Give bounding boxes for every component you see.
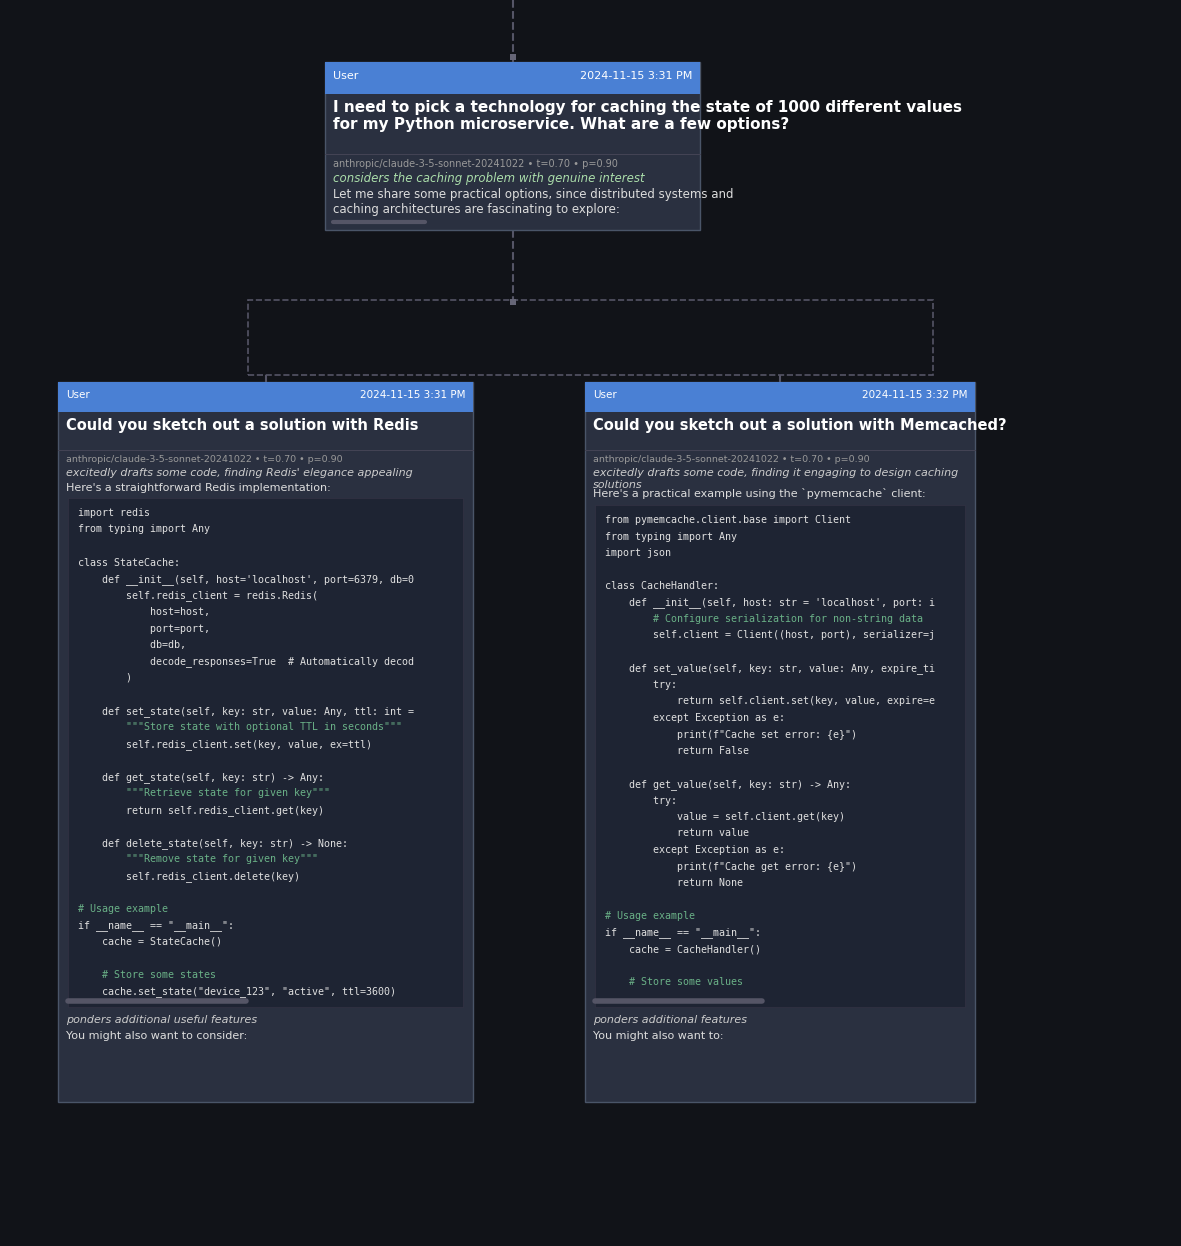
Text: from pymemcache.client.base import Client: from pymemcache.client.base import Clien… xyxy=(605,515,852,525)
Text: except Exception as e:: except Exception as e: xyxy=(605,845,785,855)
Text: self.redis_client.set(key, value, ex=ttl): self.redis_client.set(key, value, ex=ttl… xyxy=(78,739,372,750)
Bar xyxy=(58,383,474,1101)
Text: # Configure serialization for non-string data: # Configure serialization for non-string… xyxy=(605,614,924,624)
Text: User: User xyxy=(593,390,616,400)
Text: 2024-11-15 3:31 PM: 2024-11-15 3:31 PM xyxy=(580,71,692,81)
Text: # Store some values: # Store some values xyxy=(605,977,743,987)
Text: cache.set_state("device_123", "active", ttl=3600): cache.set_state("device_123", "active", … xyxy=(78,987,396,997)
Bar xyxy=(68,498,463,1007)
Text: User: User xyxy=(66,390,90,400)
Bar xyxy=(585,383,976,412)
Text: excitedly drafts some code, finding Redis' elegance appealing: excitedly drafts some code, finding Redi… xyxy=(66,468,412,478)
Text: if __name__ == "__main__":: if __name__ == "__main__": xyxy=(605,927,761,938)
Text: User: User xyxy=(333,71,358,81)
Text: """Store state with optional TTL in seconds""": """Store state with optional TTL in seco… xyxy=(78,723,402,733)
Text: Could you sketch out a solution with Redis: Could you sketch out a solution with Red… xyxy=(66,417,418,434)
Text: considers the caching problem with genuine interest: considers the caching problem with genui… xyxy=(333,172,645,184)
Text: host=host,: host=host, xyxy=(78,607,210,617)
Text: except Exception as e:: except Exception as e: xyxy=(605,713,785,723)
Bar xyxy=(595,505,965,1007)
Text: Here's a practical example using the `pymemcache` client:: Here's a practical example using the `py… xyxy=(593,488,926,498)
Text: """Retrieve state for given key""": """Retrieve state for given key""" xyxy=(78,789,329,799)
Text: port=port,: port=port, xyxy=(78,623,210,633)
Text: anthropic/claude-3-5-sonnet-20241022 • t=0.70 • p=0.90: anthropic/claude-3-5-sonnet-20241022 • t… xyxy=(333,159,618,169)
Text: cache = StateCache(): cache = StateCache() xyxy=(78,937,222,947)
Text: Here's a straightforward Redis implementation:: Here's a straightforward Redis implement… xyxy=(66,483,331,493)
Text: class StateCache:: class StateCache: xyxy=(78,557,180,567)
Text: from typing import Any: from typing import Any xyxy=(78,525,210,535)
Text: decode_responses=True  # Automatically decod: decode_responses=True # Automatically de… xyxy=(78,657,415,668)
Text: ): ) xyxy=(78,673,132,683)
Text: self.redis_client.delete(key): self.redis_client.delete(key) xyxy=(78,871,300,882)
Text: 2024-11-15 3:31 PM: 2024-11-15 3:31 PM xyxy=(359,390,465,400)
Text: try:: try: xyxy=(605,680,677,690)
Bar xyxy=(585,383,976,1101)
Text: Could you sketch out a solution with Memcached?: Could you sketch out a solution with Mem… xyxy=(593,417,1006,434)
Text: return self.client.set(key, value, expire=e: return self.client.set(key, value, expir… xyxy=(605,697,935,706)
Text: return self.redis_client.get(key): return self.redis_client.get(key) xyxy=(78,805,324,816)
Text: anthropic/claude-3-5-sonnet-20241022 • t=0.70 • p=0.90: anthropic/claude-3-5-sonnet-20241022 • t… xyxy=(66,455,342,464)
Text: return None: return None xyxy=(605,878,743,888)
Text: I need to pick a technology for caching the state of 1000 different values
for m: I need to pick a technology for caching … xyxy=(333,100,963,132)
Text: # Usage example: # Usage example xyxy=(78,905,168,915)
Text: def set_value(self, key: str, value: Any, expire_ti: def set_value(self, key: str, value: Any… xyxy=(605,664,935,674)
Text: def __init__(self, host='localhost', port=6379, db=0: def __init__(self, host='localhost', por… xyxy=(78,574,415,584)
Text: 2024-11-15 3:32 PM: 2024-11-15 3:32 PM xyxy=(861,390,967,400)
Bar xyxy=(325,62,700,231)
Text: return False: return False xyxy=(605,746,749,756)
Text: class CacheHandler:: class CacheHandler: xyxy=(605,581,719,591)
Text: if __name__ == "__main__":: if __name__ == "__main__": xyxy=(78,921,234,932)
Text: Let me share some practical options, since distributed systems and
caching archi: Let me share some practical options, sin… xyxy=(333,188,733,216)
Bar xyxy=(58,383,474,412)
Text: print(f"Cache get error: {e}"): print(f"Cache get error: {e}") xyxy=(605,861,857,871)
Text: You might also want to consider:: You might also want to consider: xyxy=(66,1030,247,1040)
Text: try:: try: xyxy=(605,795,677,805)
Text: print(f"Cache set error: {e}"): print(f"Cache set error: {e}") xyxy=(605,729,857,739)
Text: You might also want to:: You might also want to: xyxy=(593,1030,724,1040)
Text: def __init__(self, host: str = 'localhost', port: i: def __init__(self, host: str = 'localhos… xyxy=(605,598,935,608)
Text: self.redis_client = redis.Redis(: self.redis_client = redis.Redis( xyxy=(78,591,318,602)
Text: ponders additional useful features: ponders additional useful features xyxy=(66,1015,257,1025)
Text: return value: return value xyxy=(605,829,749,839)
Text: self.client = Client((host, port), serializer=j: self.client = Client((host, port), seria… xyxy=(605,630,935,640)
Text: """Remove state for given key""": """Remove state for given key""" xyxy=(78,855,318,865)
Text: db=db,: db=db, xyxy=(78,640,185,650)
Bar xyxy=(325,62,700,93)
Text: # Usage example: # Usage example xyxy=(605,911,694,921)
Text: ponders additional features: ponders additional features xyxy=(593,1015,748,1025)
Text: anthropic/claude-3-5-sonnet-20241022 • t=0.70 • p=0.90: anthropic/claude-3-5-sonnet-20241022 • t… xyxy=(593,455,869,464)
Text: excitedly drafts some code, finding it engaging to design caching
solutions: excitedly drafts some code, finding it e… xyxy=(593,468,958,490)
Text: def get_state(self, key: str) -> Any:: def get_state(self, key: str) -> Any: xyxy=(78,773,324,782)
Text: cache = CacheHandler(): cache = CacheHandler() xyxy=(605,944,761,954)
Text: import json: import json xyxy=(605,548,671,558)
Text: def get_value(self, key: str) -> Any:: def get_value(self, key: str) -> Any: xyxy=(605,779,852,790)
Text: value = self.client.get(key): value = self.client.get(key) xyxy=(605,812,844,822)
Text: def delete_state(self, key: str) -> None:: def delete_state(self, key: str) -> None… xyxy=(78,839,348,849)
Text: from typing import Any: from typing import Any xyxy=(605,532,737,542)
Text: def set_state(self, key: str, value: Any, ttl: int =: def set_state(self, key: str, value: Any… xyxy=(78,706,415,716)
Text: import redis: import redis xyxy=(78,508,150,518)
Text: # Store some states: # Store some states xyxy=(78,969,216,981)
Bar xyxy=(248,300,933,375)
